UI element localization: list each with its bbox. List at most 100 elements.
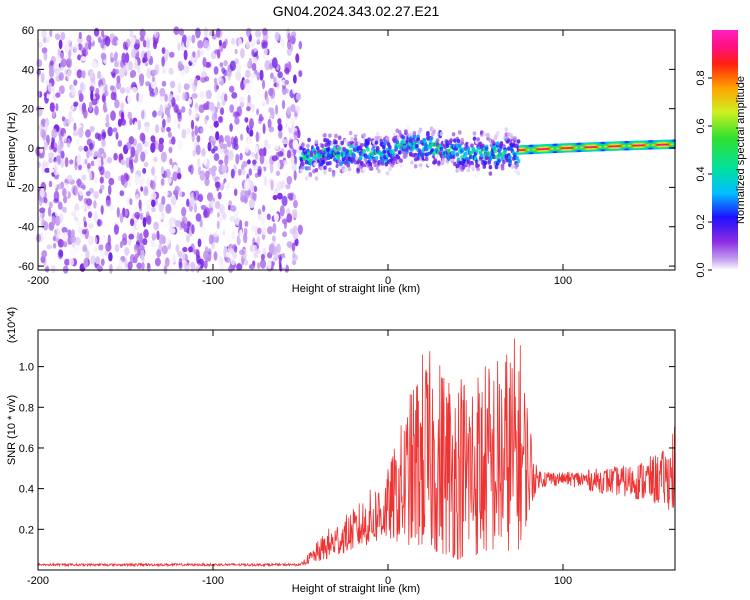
spectrogram-cell [519, 150, 521, 153]
spectrogram-cell [260, 258, 266, 269]
spectrogram-cell [656, 147, 659, 150]
spectrogram-cell [99, 176, 104, 184]
spectrogram-cell [621, 148, 624, 151]
spectrogram-cell [652, 145, 654, 148]
spectrogram-cell [660, 141, 662, 144]
spectrogram-cell [251, 224, 256, 233]
spectrogram-cell [535, 149, 537, 153]
colorbar-ticks: 0.00.20.40.60.8 [695, 70, 712, 278]
spectrogram-cell [337, 135, 342, 140]
spectrogram-cell [482, 132, 487, 137]
spectrogram-cell [594, 149, 597, 152]
spectrogram-cell [603, 148, 605, 152]
spectrogram-cell [562, 146, 564, 150]
spectrogram-cell [136, 232, 140, 243]
spectrogram-cell [290, 104, 296, 113]
spectrogram-cell [245, 41, 250, 49]
spectrogram-cell [142, 238, 148, 246]
snr-x-tick-label: -100 [202, 575, 224, 587]
spectrogram-cell [606, 145, 609, 148]
spectrogram-cell [172, 164, 178, 173]
spectrogram-cell [204, 170, 210, 180]
spectrogram-cell [643, 147, 646, 150]
spectrogram-cell [323, 165, 327, 170]
spectrogram-cell [624, 146, 626, 149]
spectrogram-cell [524, 146, 527, 150]
spectrogram-cell [145, 199, 151, 205]
spectrogram-cell [258, 148, 264, 157]
spectrogram-cell [48, 180, 53, 188]
spectrogram-cell [524, 150, 527, 153]
spectrogram-cell [257, 227, 262, 235]
spectrogram-cell [171, 96, 176, 107]
spectrogram-cell [64, 42, 70, 54]
spectrogram-cell [138, 93, 144, 104]
spectrogram-cell [523, 145, 526, 148]
spectrogram-cell [279, 205, 285, 217]
spectrogram-cell [169, 158, 173, 166]
spectrogram-cell [270, 72, 274, 80]
spectrogram-y-tick-label: -60 [18, 261, 34, 273]
spectrogram-cell [591, 147, 593, 150]
spectrogram-cell [61, 227, 68, 234]
spectrogram-cell [374, 155, 379, 161]
spectrogram-cell [274, 141, 280, 150]
spectrogram-cell [154, 257, 161, 267]
spectrogram-cell [307, 137, 311, 143]
spectrogram-cell [286, 150, 292, 159]
spectrogram-cell [554, 145, 556, 148]
spectrogram-cell [213, 120, 219, 128]
spectrogram-cell [594, 147, 597, 150]
spectrogram-cell [673, 141, 675, 144]
spectrogram-cell [573, 146, 576, 149]
spectrogram-cell [328, 133, 332, 138]
spectrogram-cell [596, 147, 598, 150]
spectrogram-cell [559, 150, 562, 153]
spectrogram-cell [352, 153, 357, 159]
spectrogram-cell [542, 146, 544, 149]
spectrogram-cell [204, 76, 210, 82]
spectrogram-cell [243, 79, 247, 85]
spectrogram-cell [153, 175, 158, 182]
spectrogram-cell [81, 203, 88, 211]
spectrogram-cell [161, 47, 166, 55]
spectrogram-cell [289, 228, 296, 235]
spectrogram-cell [142, 57, 146, 64]
spectrogram-cell [104, 83, 108, 93]
spectrogram-cell [668, 139, 670, 142]
spectrogram-cell [90, 90, 94, 102]
spectrogram-cell [278, 130, 283, 139]
spectrogram-cell [558, 143, 561, 146]
spectrogram-cell [164, 106, 170, 116]
spectrogram-cell [42, 231, 49, 240]
spectrogram-cell [216, 49, 221, 59]
spectrogram-cell [460, 137, 465, 143]
spectrogram-cell [669, 141, 672, 144]
spectrogram-cell [271, 155, 278, 162]
spectrogram-cell [320, 143, 325, 149]
spectrogram-cell [545, 149, 548, 152]
spectrogram-cell [356, 167, 360, 172]
snr-panel: 1.00.80.60.40.2 -200 -100 0 100 Height of s… [6, 307, 676, 595]
spectrogram-cell [548, 151, 550, 154]
spectrogram-cell [57, 48, 61, 57]
spectrogram-cell [83, 79, 88, 86]
spectrogram-cell [277, 192, 283, 200]
spectrogram-cell [167, 131, 172, 138]
spectrogram-cell [308, 176, 313, 181]
spectrogram-cell [584, 149, 586, 152]
spectrogram-cell [334, 140, 338, 145]
spectrogram-cell [54, 215, 61, 226]
spectrogram-cell [230, 168, 235, 179]
spectrogram-cell [547, 144, 549, 147]
spectrogram-cell [270, 179, 274, 191]
spectrogram-cell [472, 136, 477, 141]
spectrogram-cell [39, 145, 43, 154]
spectrogram-cell [648, 140, 651, 143]
spectrogram-cell [43, 140, 48, 151]
spectrogram-cell [617, 146, 619, 149]
spectrogram-cell [578, 146, 581, 149]
spectrogram-cell [196, 135, 201, 143]
spectrogram-cell [221, 164, 227, 174]
spectrogram-cell [542, 147, 544, 150]
